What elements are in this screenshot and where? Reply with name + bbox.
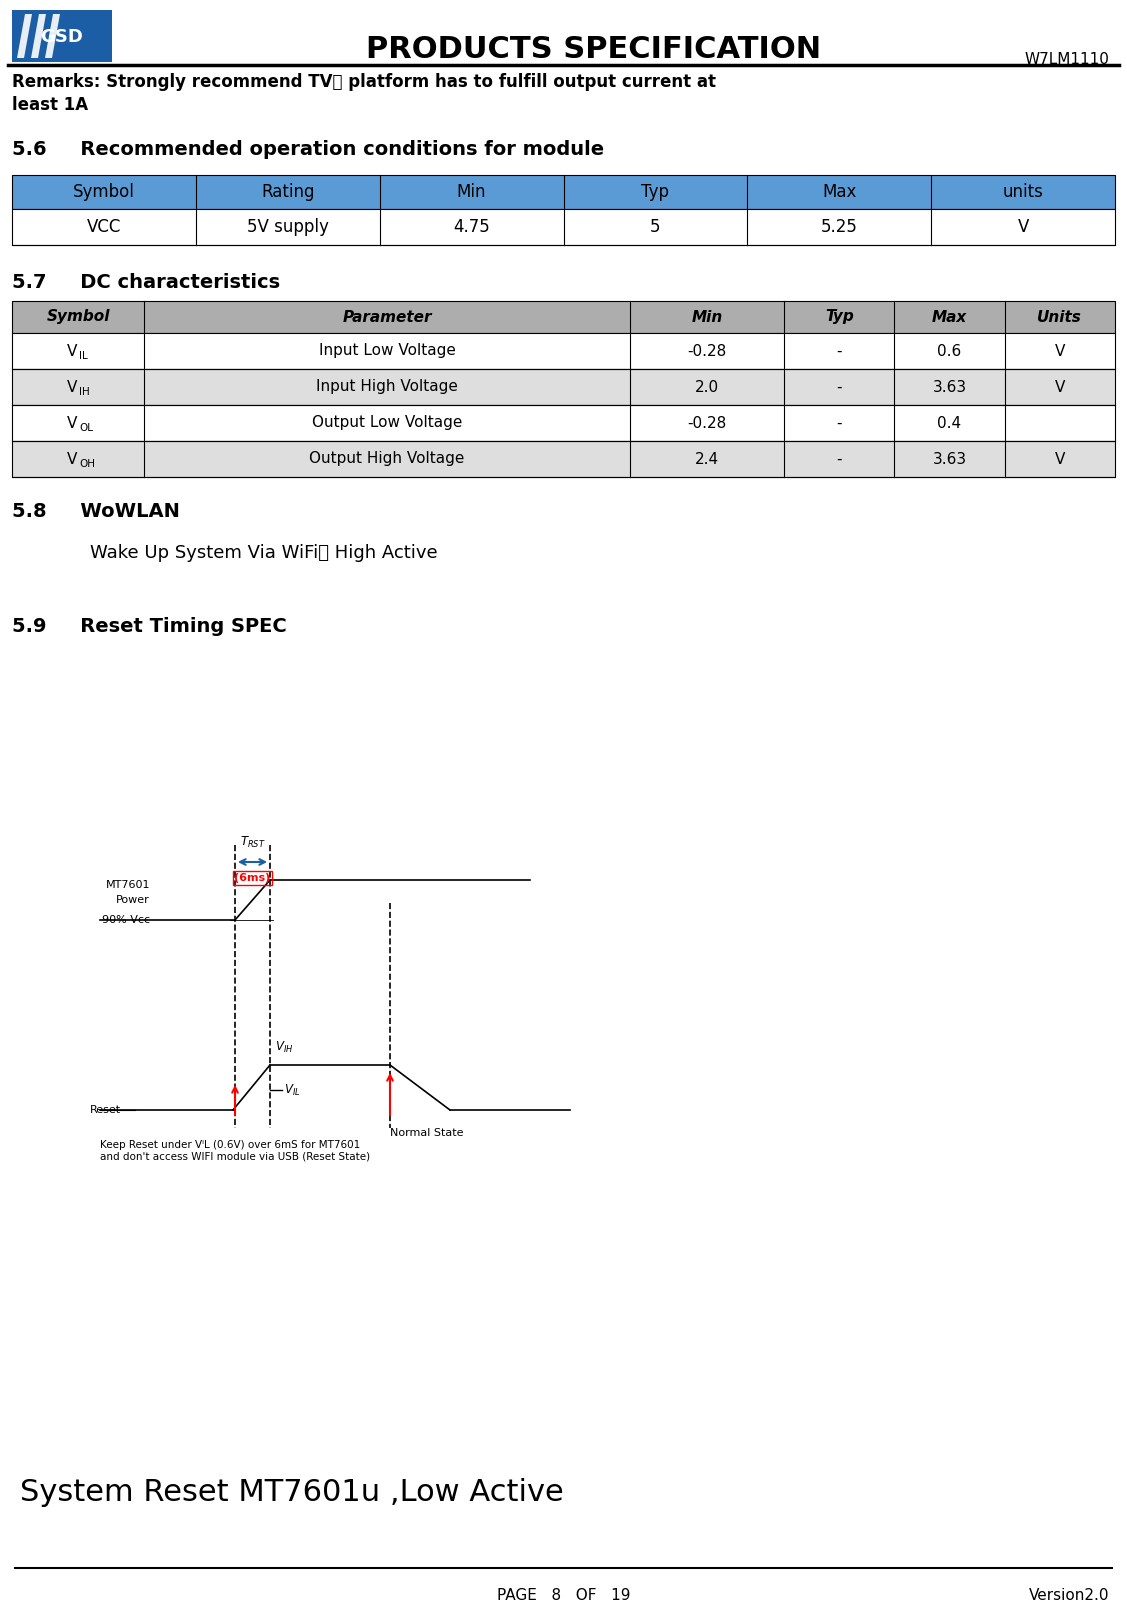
Text: -: - — [836, 344, 842, 358]
Text: Reset: Reset — [90, 1105, 121, 1114]
Bar — [12, 368, 1115, 406]
Text: Output Low Voltage: Output Low Voltage — [312, 415, 462, 430]
Text: -: - — [836, 380, 842, 394]
Text: -: - — [836, 415, 842, 430]
Text: V: V — [1055, 451, 1065, 467]
Text: $V_{IL}$: $V_{IL}$ — [284, 1082, 301, 1098]
Text: units: units — [1003, 183, 1044, 201]
Text: 5.8     WoWLAN: 5.8 WoWLAN — [12, 501, 180, 521]
Text: 5.25: 5.25 — [820, 217, 858, 235]
Text: PRODUCTS SPECIFICATION: PRODUCTS SPECIFICATION — [366, 36, 822, 63]
Text: Wake Up System Via WiFi， High Active: Wake Up System Via WiFi， High Active — [90, 543, 437, 561]
Text: VCC: VCC — [87, 217, 121, 235]
Text: Power: Power — [116, 895, 150, 905]
Text: Symbol: Symbol — [73, 183, 135, 201]
Text: $V_{IH}$: $V_{IH}$ — [275, 1040, 293, 1054]
Text: 0.4: 0.4 — [938, 415, 961, 430]
Text: Input Low Voltage: Input Low Voltage — [319, 344, 455, 358]
Polygon shape — [45, 15, 60, 58]
Text: -0.28: -0.28 — [687, 344, 727, 358]
Bar — [12, 406, 1115, 441]
Text: 4.75: 4.75 — [453, 217, 490, 235]
Text: Normal State: Normal State — [390, 1127, 463, 1139]
Bar — [12, 441, 1115, 477]
Text: V: V — [66, 451, 77, 467]
Text: V: V — [1018, 217, 1029, 235]
Text: V: V — [66, 415, 77, 430]
Text: 2.4: 2.4 — [695, 451, 719, 467]
Text: GSD: GSD — [41, 28, 83, 45]
Text: 0.6: 0.6 — [938, 344, 961, 358]
Text: (6ms): (6ms) — [234, 873, 270, 882]
Bar — [12, 302, 1115, 333]
Text: 3.63: 3.63 — [932, 380, 967, 394]
Text: Remarks: Strongly recommend TV　 platform has to fulfill output current at: Remarks: Strongly recommend TV platform … — [12, 73, 716, 91]
Text: V: V — [1055, 380, 1065, 394]
Text: Max: Max — [822, 183, 857, 201]
Text: PAGE   8   OF   19: PAGE 8 OF 19 — [497, 1588, 630, 1603]
Text: Rating: Rating — [261, 183, 314, 201]
Text: OH: OH — [79, 459, 95, 469]
Text: Output High Voltage: Output High Voltage — [309, 451, 464, 467]
Text: W7LM1110: W7LM1110 — [1024, 52, 1109, 67]
Text: Keep Reset under VᴵL (0.6V) over 6mS for MT7601
and don't access WIFI module via: Keep Reset under VᴵL (0.6V) over 6mS for… — [100, 1140, 370, 1161]
Bar — [12, 175, 1115, 209]
Text: V: V — [66, 380, 77, 394]
Text: Input High Voltage: Input High Voltage — [316, 380, 458, 394]
Text: Symbol: Symbol — [46, 310, 110, 324]
Text: Units: Units — [1038, 310, 1082, 324]
Text: $T_{RST}$: $T_{RST}$ — [240, 835, 265, 850]
Polygon shape — [17, 15, 32, 58]
Text: Version2.0: Version2.0 — [1029, 1588, 1109, 1603]
Text: V: V — [1055, 344, 1065, 358]
Text: 5.7     DC characteristics: 5.7 DC characteristics — [12, 272, 281, 292]
Text: -0.28: -0.28 — [687, 415, 727, 430]
Text: Typ: Typ — [825, 310, 853, 324]
Text: Parameter: Parameter — [343, 310, 432, 324]
Text: 5V supply: 5V supply — [247, 217, 329, 235]
Polygon shape — [12, 10, 112, 62]
Text: OL: OL — [79, 423, 94, 433]
Text: least 1A: least 1A — [12, 96, 88, 114]
Polygon shape — [32, 15, 46, 58]
Text: V: V — [66, 344, 77, 358]
Text: 2.0: 2.0 — [695, 380, 719, 394]
Text: -: - — [836, 451, 842, 467]
Text: IL: IL — [79, 350, 88, 362]
Text: 5: 5 — [650, 217, 660, 235]
Text: IH: IH — [79, 388, 90, 397]
Text: 5.9     Reset Timing SPEC: 5.9 Reset Timing SPEC — [12, 616, 286, 636]
Text: System Reset MT7601u ,Low Active: System Reset MT7601u ,Low Active — [20, 1478, 563, 1507]
Bar — [12, 209, 1115, 245]
Bar — [12, 333, 1115, 368]
Text: MT7601: MT7601 — [106, 881, 150, 890]
Text: 90% Vcc: 90% Vcc — [101, 915, 150, 925]
Text: 5.6     Recommended operation conditions for module: 5.6 Recommended operation conditions for… — [12, 139, 604, 159]
Text: Typ: Typ — [641, 183, 669, 201]
Text: Min: Min — [691, 310, 722, 324]
Text: Max: Max — [932, 310, 967, 324]
Text: 3.63: 3.63 — [932, 451, 967, 467]
Text: Min: Min — [456, 183, 487, 201]
